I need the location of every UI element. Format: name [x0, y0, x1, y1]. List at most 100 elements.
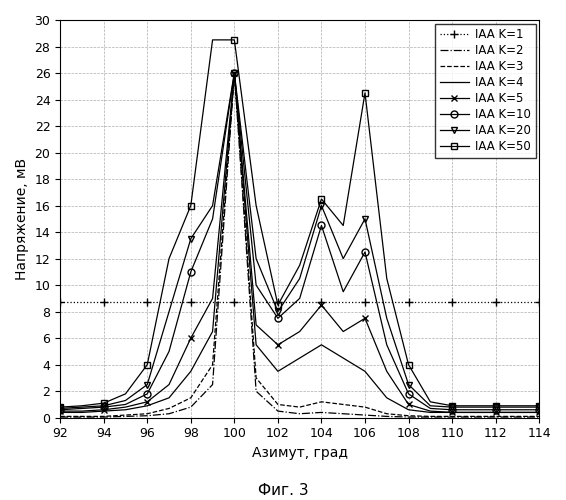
IAA K=20 — [405, 382, 412, 388]
IAA K=20 — [231, 70, 238, 76]
IAA K=1 — [296, 300, 303, 306]
IAA K=5 — [449, 410, 456, 416]
IAA K=50 — [340, 222, 346, 228]
IAA K=2 — [187, 404, 194, 410]
IAA K=20 — [144, 382, 151, 388]
IAA K=10 — [449, 407, 456, 413]
IAA K=20 — [340, 256, 346, 262]
IAA K=4 — [187, 368, 194, 374]
IAA K=1 — [187, 300, 194, 306]
IAA K=50 — [514, 403, 521, 409]
IAA K=5 — [57, 408, 63, 414]
IAA K=1 — [275, 300, 281, 306]
IAA K=10 — [275, 316, 281, 322]
IAA K=10 — [492, 407, 499, 413]
IAA K=3 — [57, 414, 63, 420]
IAA K=5 — [144, 399, 151, 405]
IAA K=5 — [231, 70, 238, 76]
IAA K=10 — [362, 249, 368, 255]
IAA K=4 — [362, 368, 368, 374]
IAA K=3 — [296, 404, 303, 410]
IAA K=4 — [166, 395, 173, 401]
IAA K=1 — [427, 300, 434, 306]
Line: IAA K=3: IAA K=3 — [60, 73, 539, 416]
IAA K=5 — [536, 410, 543, 416]
IAA K=3 — [209, 362, 216, 368]
IAA K=3 — [449, 414, 456, 420]
IAA K=10 — [383, 342, 390, 348]
IAA K=20 — [449, 404, 456, 410]
IAA K=2 — [449, 414, 456, 420]
IAA K=1 — [514, 300, 521, 306]
IAA K=50 — [166, 256, 173, 262]
IAA K=3 — [383, 410, 390, 416]
IAA K=10 — [122, 402, 129, 407]
IAA K=4 — [427, 410, 434, 416]
IAA K=4 — [514, 410, 521, 416]
IAA K=1 — [231, 300, 238, 306]
IAA K=4 — [318, 342, 325, 348]
IAA K=1 — [492, 300, 499, 306]
IAA K=50 — [296, 262, 303, 268]
IAA K=20 — [362, 216, 368, 222]
IAA K=1 — [100, 300, 107, 306]
IAA K=2 — [122, 414, 129, 420]
IAA K=50 — [275, 302, 281, 308]
IAA K=3 — [231, 70, 238, 76]
IAA K=2 — [144, 412, 151, 418]
IAA K=1 — [405, 300, 412, 306]
IAA K=20 — [253, 256, 260, 262]
IAA K=1 — [383, 300, 390, 306]
IAA K=1 — [57, 300, 63, 306]
IAA K=4 — [144, 403, 151, 409]
IAA K=20 — [57, 406, 63, 411]
IAA K=20 — [122, 398, 129, 404]
IAA K=10 — [470, 407, 477, 413]
IAA K=2 — [470, 414, 477, 420]
IAA K=2 — [253, 388, 260, 394]
IAA K=2 — [209, 382, 216, 388]
IAA K=3 — [144, 410, 151, 416]
IAA K=50 — [79, 403, 85, 409]
IAA K=10 — [100, 404, 107, 410]
IAA K=10 — [57, 407, 63, 413]
IAA K=10 — [166, 348, 173, 354]
Line: IAA K=50: IAA K=50 — [57, 36, 543, 410]
IAA K=50 — [122, 391, 129, 397]
IAA K=3 — [122, 412, 129, 418]
IAA K=50 — [383, 276, 390, 281]
IAA K=10 — [405, 391, 412, 397]
IAA K=1 — [209, 300, 216, 306]
IAA K=2 — [362, 412, 368, 418]
IAA K=5 — [187, 335, 194, 341]
IAA K=10 — [318, 222, 325, 228]
IAA K=10 — [187, 269, 194, 275]
IAA K=50 — [405, 362, 412, 368]
IAA K=4 — [536, 410, 543, 416]
IAA K=1 — [318, 300, 325, 306]
IAA K=2 — [427, 414, 434, 420]
IAA K=5 — [209, 296, 216, 302]
IAA K=3 — [340, 402, 346, 407]
IAA K=20 — [166, 308, 173, 314]
Line: IAA K=10: IAA K=10 — [57, 70, 543, 413]
IAA K=3 — [362, 404, 368, 410]
IAA K=20 — [318, 202, 325, 208]
IAA K=50 — [253, 202, 260, 208]
Line: IAA K=4: IAA K=4 — [60, 73, 539, 412]
IAA K=5 — [514, 410, 521, 416]
IAA K=5 — [427, 408, 434, 414]
IAA K=4 — [100, 408, 107, 414]
IAA K=5 — [79, 408, 85, 414]
IAA K=50 — [449, 403, 456, 409]
IAA K=5 — [470, 410, 477, 416]
IAA K=2 — [275, 408, 281, 414]
IAA K=20 — [275, 308, 281, 314]
IAA K=20 — [427, 403, 434, 409]
IAA K=10 — [144, 391, 151, 397]
IAA K=3 — [187, 395, 194, 401]
IAA K=4 — [492, 410, 499, 416]
IAA K=50 — [362, 90, 368, 96]
IAA K=2 — [296, 410, 303, 416]
IAA K=50 — [209, 37, 216, 43]
